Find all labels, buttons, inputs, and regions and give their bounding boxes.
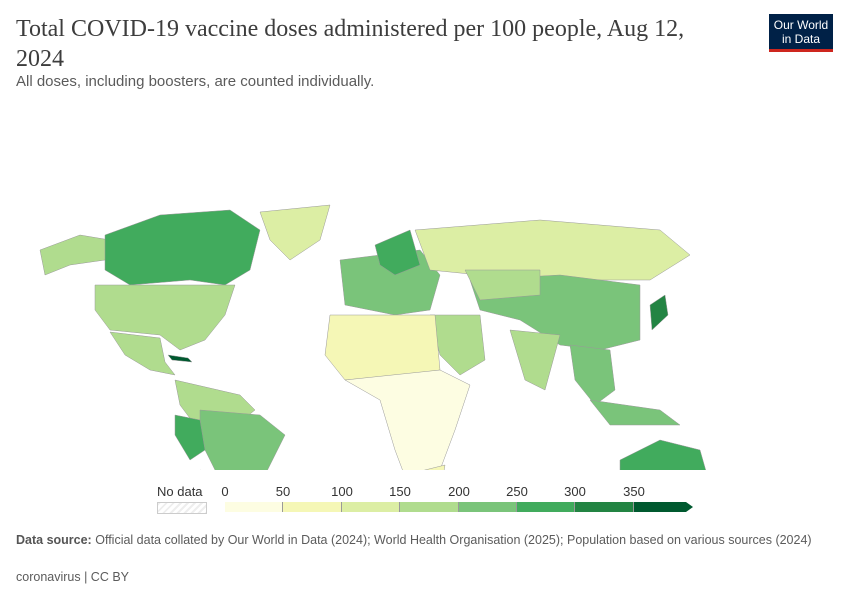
country-russia[interactable]: [414, 219, 691, 281]
legend-no-data-label: No data: [157, 484, 203, 499]
country-greenland[interactable]: [259, 204, 331, 261]
source-label: Data source:: [16, 533, 92, 547]
country-usa[interactable]: [94, 284, 236, 351]
country-south-africa[interactable]: [405, 464, 446, 470]
country-cuba[interactable]: [167, 354, 193, 363]
legend-arrow-icon: [686, 502, 693, 512]
country-mexico[interactable]: [109, 331, 176, 376]
region-middle-east[interactable]: [429, 314, 486, 376]
country-peru[interactable]: [174, 414, 206, 461]
owid-logo[interactable]: Our World in Data: [769, 14, 833, 52]
country-japan[interactable]: [649, 294, 669, 331]
region-north-africa[interactable]: [324, 314, 441, 381]
country-australia[interactable]: [619, 439, 710, 470]
region-central-africa[interactable]: [344, 369, 471, 470]
legend-tick: 0: [221, 484, 229, 499]
region-scandinavia[interactable]: [374, 229, 421, 276]
legend-bin-100-150[interactable]: [342, 502, 400, 512]
country-brazil[interactable]: [199, 409, 286, 470]
legend-bin-50-100[interactable]: [283, 502, 342, 512]
legend-bin-250-300[interactable]: [517, 502, 575, 512]
data-source: Data source: Official data collated by O…: [16, 533, 816, 548]
legend-tick: 350: [623, 484, 645, 499]
chart-title: Total COVID-19 vaccine doses administere…: [16, 16, 685, 72]
logo-line1: Our World: [773, 18, 829, 32]
chart-subtitle: All doses, including boosters, are count…: [16, 73, 375, 90]
license-text[interactable]: coronavirus | CC BY: [16, 570, 130, 584]
logo-line2: in Data: [781, 32, 821, 46]
legend-tick: 150: [389, 484, 411, 499]
region-indonesia[interactable]: [589, 399, 681, 426]
world-map: [39, 204, 710, 470]
country-canada[interactable]: [104, 209, 261, 286]
legend-bin-300-350[interactable]: [575, 502, 634, 512]
region-southeast-asia[interactable]: [569, 344, 616, 406]
legend-bin-350-plus[interactable]: [634, 502, 686, 512]
country-alaska-usa[interactable]: [39, 234, 111, 276]
color-legend: No data 0 50 100 150 200 250 300 350: [0, 484, 850, 514]
source-text: Official data collated by Our World in D…: [95, 533, 812, 547]
country-india[interactable]: [509, 329, 561, 391]
legend-tick: 50: [275, 484, 291, 499]
legend-tick: 100: [331, 484, 353, 499]
legend-bin-200-250[interactable]: [459, 502, 517, 512]
legend-tick: 300: [564, 484, 586, 499]
legend-tick: 200: [448, 484, 470, 499]
legend-bin-0-50[interactable]: [225, 502, 283, 512]
country-kazakhstan[interactable]: [464, 269, 541, 301]
legend-tick: 250: [506, 484, 528, 499]
legend-no-data-swatch[interactable]: [157, 502, 207, 514]
legend-bin-150-200[interactable]: [400, 502, 459, 512]
